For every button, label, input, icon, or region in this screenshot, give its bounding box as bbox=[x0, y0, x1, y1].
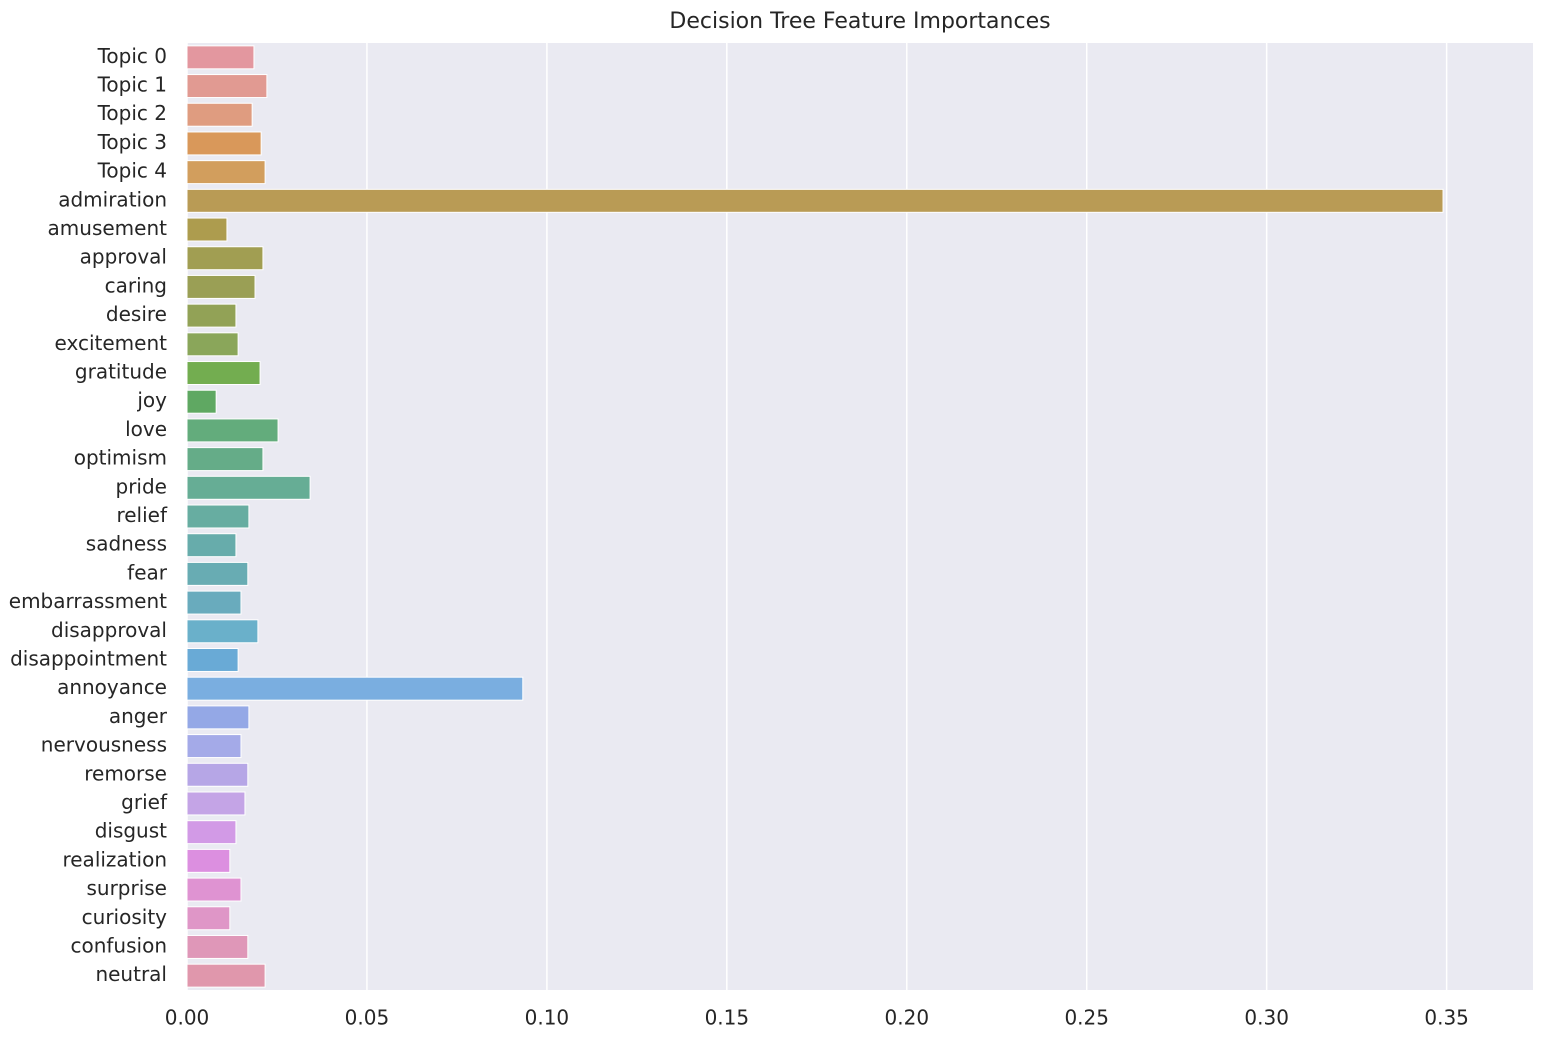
bar bbox=[186, 418, 279, 443]
y-tick-label: caring bbox=[105, 273, 167, 297]
y-tick-label: relief bbox=[116, 503, 168, 527]
x-tick-label: 0.25 bbox=[1064, 1006, 1109, 1030]
y-tick-label: anger bbox=[109, 704, 168, 728]
bar bbox=[186, 74, 268, 99]
chart-title: Decision Tree Feature Importances bbox=[669, 9, 1050, 34]
y-tick-label: Topic 4 bbox=[97, 159, 167, 183]
bar bbox=[186, 188, 1444, 213]
y-tick-label: fear bbox=[127, 560, 168, 584]
bar bbox=[186, 303, 237, 328]
y-tick-label: embarrassment bbox=[9, 589, 167, 613]
y-tick-label: nervousness bbox=[41, 733, 167, 757]
y-tick-label: neutral bbox=[95, 962, 167, 986]
bar bbox=[186, 734, 242, 759]
bar bbox=[186, 389, 217, 414]
bar bbox=[186, 332, 239, 357]
bar bbox=[186, 475, 311, 500]
y-tick-label: desire bbox=[106, 302, 167, 326]
y-tick-label: curiosity bbox=[82, 905, 168, 929]
y-tick-label: Topic 3 bbox=[97, 130, 167, 154]
x-tick-label: 0.05 bbox=[345, 1006, 390, 1030]
y-tick-label: admiration bbox=[58, 187, 167, 211]
bar bbox=[186, 762, 249, 787]
y-tick-label: disgust bbox=[95, 819, 167, 843]
bar bbox=[186, 160, 266, 185]
y-tick-label: Topic 1 bbox=[97, 73, 167, 97]
bar bbox=[186, 963, 266, 988]
y-tick-label: sadness bbox=[86, 532, 167, 556]
x-tick-label: 0.20 bbox=[885, 1006, 930, 1030]
bar bbox=[186, 877, 242, 902]
bar bbox=[186, 102, 253, 127]
bar bbox=[186, 791, 246, 816]
bar bbox=[186, 705, 250, 730]
bar bbox=[186, 447, 264, 472]
bar bbox=[186, 361, 261, 385]
y-tick-label: love bbox=[125, 417, 167, 441]
bar bbox=[186, 504, 250, 529]
y-tick-label: gratitude bbox=[75, 360, 167, 384]
plot-area bbox=[187, 43, 1533, 990]
y-tick-label: Topic 0 bbox=[97, 44, 167, 68]
bar bbox=[186, 217, 228, 242]
y-tick-label: confusion bbox=[70, 933, 167, 957]
y-tick-label: excitement bbox=[55, 331, 168, 355]
bar bbox=[186, 561, 249, 586]
bar bbox=[186, 648, 239, 672]
y-tick-label: optimism bbox=[74, 446, 167, 470]
x-tick-label: 0.35 bbox=[1424, 1006, 1469, 1030]
y-tick-label: approval bbox=[80, 245, 167, 269]
y-tick-label: Topic 2 bbox=[97, 101, 167, 125]
bar bbox=[186, 45, 255, 70]
y-tick-label: amusement bbox=[48, 216, 168, 240]
y-tick-label: surprise bbox=[86, 876, 167, 900]
x-tick-label: 0.10 bbox=[525, 1006, 570, 1030]
bar bbox=[186, 906, 231, 931]
y-tick-label: disapproval bbox=[51, 618, 167, 642]
bar bbox=[186, 246, 264, 271]
y-tick-label: grief bbox=[121, 790, 168, 814]
y-tick-label: joy bbox=[136, 388, 167, 412]
y-tick-label: pride bbox=[116, 474, 167, 498]
x-tick-label: 0.30 bbox=[1244, 1006, 1289, 1030]
y-tick-label: realization bbox=[62, 847, 167, 871]
bar bbox=[186, 820, 237, 845]
bar bbox=[186, 131, 262, 156]
x-tick-label: 0.15 bbox=[705, 1006, 750, 1030]
bar bbox=[186, 676, 524, 701]
bar bbox=[186, 934, 249, 959]
bar bbox=[186, 848, 231, 873]
y-tick-label: remorse bbox=[84, 761, 167, 785]
y-tick-label: annoyance bbox=[57, 675, 167, 699]
x-tick-label: 0.00 bbox=[165, 1006, 210, 1030]
bar bbox=[186, 590, 242, 615]
bar bbox=[186, 274, 256, 299]
bar bbox=[186, 533, 237, 558]
y-tick-label: disappointment bbox=[10, 646, 167, 670]
bar bbox=[186, 619, 259, 644]
